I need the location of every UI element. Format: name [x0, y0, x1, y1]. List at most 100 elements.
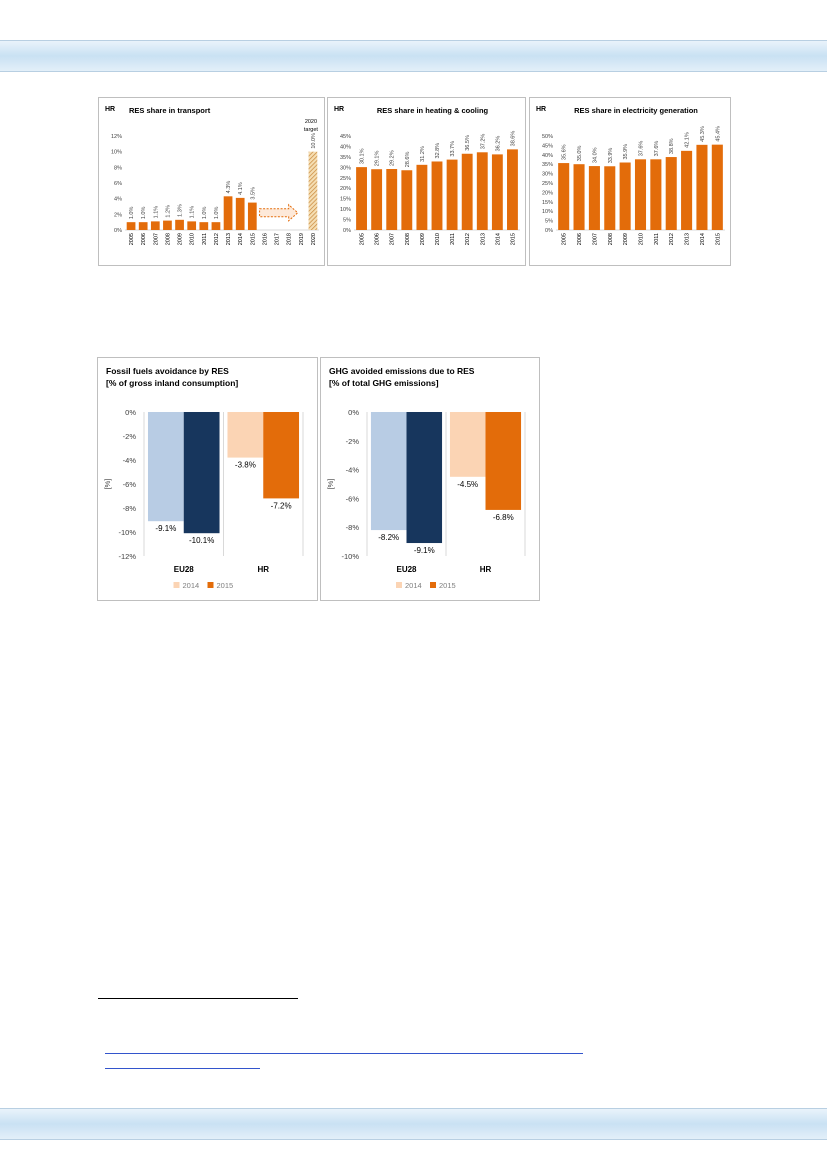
- y-tick-label: 5%: [343, 218, 351, 224]
- y-tick-label: 4%: [114, 197, 122, 203]
- bar: [711, 144, 723, 230]
- bar: [476, 152, 488, 230]
- x-tick-label: 2008: [608, 233, 614, 245]
- y-tick-label: -6%: [123, 480, 137, 489]
- y-tick-label: 10%: [111, 150, 122, 156]
- legend-label: 2014: [183, 581, 200, 590]
- bar: [619, 162, 631, 230]
- chart-title: RES share in heating & cooling: [377, 106, 489, 115]
- x-tick-label: 2012: [214, 233, 220, 245]
- x-tick-label: 2008: [405, 233, 411, 245]
- bar: [573, 164, 585, 230]
- corner-label: HR: [536, 106, 546, 113]
- x-tick-label: 2005: [562, 233, 568, 245]
- category-label: HR: [257, 565, 269, 574]
- data-label: 38.6%: [510, 131, 516, 147]
- data-label: 4.3%: [226, 181, 232, 194]
- data-label: -9.1%: [155, 524, 176, 533]
- data-label: 1.3%: [178, 204, 184, 217]
- y-tick-label: 5%: [545, 219, 553, 225]
- data-label: 34.0%: [592, 147, 598, 163]
- data-label: 1.0%: [202, 207, 208, 220]
- data-label: -7.2%: [271, 501, 292, 510]
- data-label: 30.1%: [360, 148, 366, 164]
- y-tick-label: -10%: [118, 528, 136, 537]
- y-tick-label: 0%: [348, 408, 359, 417]
- bar: [681, 150, 693, 230]
- bar: [634, 159, 647, 230]
- data-label: -3.8%: [235, 461, 256, 470]
- bar: [665, 157, 677, 230]
- bar: [138, 222, 148, 230]
- bar: [371, 169, 383, 230]
- data-label: 35.6%: [562, 144, 568, 160]
- y-tick-label: 30%: [340, 165, 351, 171]
- x-tick-label: 2010: [639, 233, 645, 245]
- data-label: 1.0%: [141, 207, 147, 220]
- bar: [558, 163, 570, 230]
- category-label: EU28: [396, 565, 417, 574]
- bar: [449, 412, 486, 477]
- y-tick-label: 10%: [542, 209, 553, 215]
- data-label: 1.1%: [190, 206, 196, 219]
- x-tick-label: 2012: [465, 233, 471, 245]
- arrow-icon: [259, 203, 299, 222]
- y-tick-label: 12%: [111, 134, 122, 140]
- data-label: -4.5%: [457, 480, 478, 489]
- data-label: -6.8%: [493, 513, 514, 522]
- x-tick-label: 2013: [480, 233, 486, 245]
- data-label: 3.5%: [250, 187, 256, 200]
- data-label: 35.9%: [623, 144, 629, 160]
- bar: [386, 169, 398, 230]
- data-label: 1.0%: [214, 207, 220, 220]
- bar: [227, 412, 264, 458]
- data-label: 42.1%: [685, 132, 691, 148]
- data-label: 29.1%: [375, 151, 381, 167]
- x-tick-label: 2007: [390, 233, 396, 245]
- y-tick-label: 20%: [340, 186, 351, 192]
- bar: [401, 170, 413, 230]
- chart-subtitle: [% of gross inland consumption]: [106, 378, 238, 388]
- y-tick-label: -8%: [346, 523, 360, 532]
- bar: [199, 222, 209, 230]
- y-tick-label: 40%: [340, 144, 351, 150]
- data-label: 38.8%: [669, 138, 675, 154]
- chart-panel-transport: HR RES share in transport 0% 2% 4% 6% 8% 10% 12%…: [98, 97, 325, 266]
- data-label: 35.0%: [577, 145, 583, 161]
- y-tick-label: -8%: [123, 504, 137, 513]
- x-tick-label: 2015: [715, 233, 721, 245]
- data-label: -9.1%: [414, 546, 435, 555]
- y-tick-label: 40%: [542, 153, 553, 159]
- y-tick-label: 20%: [542, 190, 553, 196]
- data-label: 36.5%: [465, 135, 471, 151]
- x-tick-label: 2008: [165, 233, 171, 245]
- footnote-link-continued[interactable]: [105, 1068, 260, 1069]
- y-tick-label: 2%: [114, 212, 122, 218]
- data-label: 37.2%: [480, 134, 486, 150]
- x-tick-label: 2005: [360, 233, 366, 245]
- chart-fossil-fuels: Fossil fuels avoidance by RES [% of gross…: [103, 366, 304, 590]
- legend-swatch: [430, 582, 436, 588]
- y-tick-label: 8%: [114, 165, 122, 171]
- data-label: 32.8%: [435, 143, 441, 159]
- legend-label: 2015: [439, 581, 456, 590]
- chart-title: RES share in transport: [129, 106, 211, 115]
- bar: [147, 412, 184, 522]
- data-label: 1.1%: [153, 206, 159, 219]
- legend-label: 2015: [217, 581, 234, 590]
- x-tick-label: 2006: [141, 233, 147, 245]
- y-tick-label: 25%: [542, 181, 553, 187]
- y-tick-label: -12%: [118, 552, 136, 561]
- footnote-link[interactable]: [105, 1053, 583, 1054]
- y-tick-label: 10%: [340, 207, 351, 213]
- x-tick-label: 2013: [685, 233, 691, 245]
- chart-ghg: GHG avoided emissions due to RES [% of to…: [326, 366, 526, 590]
- y-tick-label: -10%: [341, 552, 359, 561]
- y-tick-label: 35%: [542, 162, 553, 168]
- y-tick-label: -2%: [123, 432, 137, 441]
- bar: [604, 166, 616, 230]
- chart-panel-heating-cooling: HR RES share in heating & cooling 0% 5% 10% 1…: [327, 97, 526, 266]
- x-tick-label: 2014: [238, 233, 244, 245]
- corner-label: HR: [334, 106, 344, 113]
- data-label: 33.9%: [608, 148, 614, 164]
